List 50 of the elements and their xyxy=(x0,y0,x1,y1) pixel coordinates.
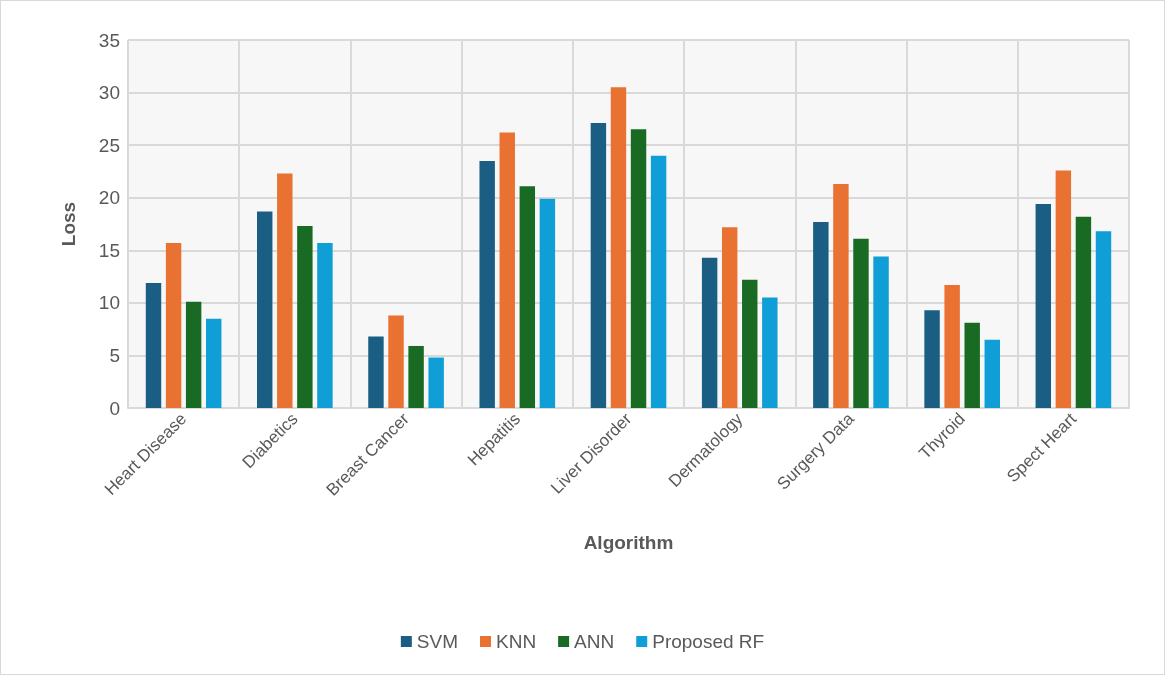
bar xyxy=(873,256,889,408)
bar xyxy=(833,184,849,408)
bar xyxy=(610,87,627,408)
y-tick-label: 25 xyxy=(98,134,120,156)
x-axis-title: Algorithm xyxy=(583,532,674,553)
bar xyxy=(205,318,222,408)
bar xyxy=(1055,170,1072,408)
bar xyxy=(630,129,647,408)
y-tick-label: 15 xyxy=(98,239,120,261)
bar xyxy=(701,257,718,408)
bar xyxy=(1035,204,1052,408)
bar xyxy=(762,297,778,408)
bar xyxy=(984,339,1000,408)
bar xyxy=(539,198,556,408)
bar xyxy=(317,242,333,408)
bar xyxy=(428,357,444,408)
bar xyxy=(924,310,940,408)
y-tick-label: 5 xyxy=(109,344,120,366)
bar xyxy=(297,226,313,408)
legend-label: ANN xyxy=(574,631,615,652)
bar xyxy=(388,315,404,408)
bar xyxy=(368,336,384,408)
y-tick-label: 35 xyxy=(98,29,120,51)
bar xyxy=(145,282,162,408)
bar xyxy=(721,227,738,408)
bar xyxy=(650,155,667,408)
bar xyxy=(479,160,495,408)
legend-label: Proposed RF xyxy=(652,631,765,652)
bar xyxy=(257,211,273,408)
bar xyxy=(165,242,182,408)
bar xyxy=(742,279,758,408)
bar xyxy=(185,301,202,408)
bar xyxy=(1095,231,1112,408)
legend-label: SVM xyxy=(416,631,459,652)
bar xyxy=(499,132,515,408)
bar xyxy=(590,123,607,408)
y-tick-label: 20 xyxy=(98,187,120,209)
bar xyxy=(813,221,829,408)
y-tick-label: 0 xyxy=(109,397,120,419)
bar xyxy=(944,284,960,408)
bar xyxy=(408,345,424,408)
y-tick-label: 10 xyxy=(98,292,120,314)
bar xyxy=(277,173,293,408)
legend-label: KNN xyxy=(496,631,537,652)
y-tick-label: 30 xyxy=(98,82,120,104)
bar xyxy=(853,238,869,408)
bar xyxy=(519,186,536,408)
y-axis-title: Loss xyxy=(58,201,79,247)
bar xyxy=(1075,216,1092,408)
bar xyxy=(964,322,980,408)
